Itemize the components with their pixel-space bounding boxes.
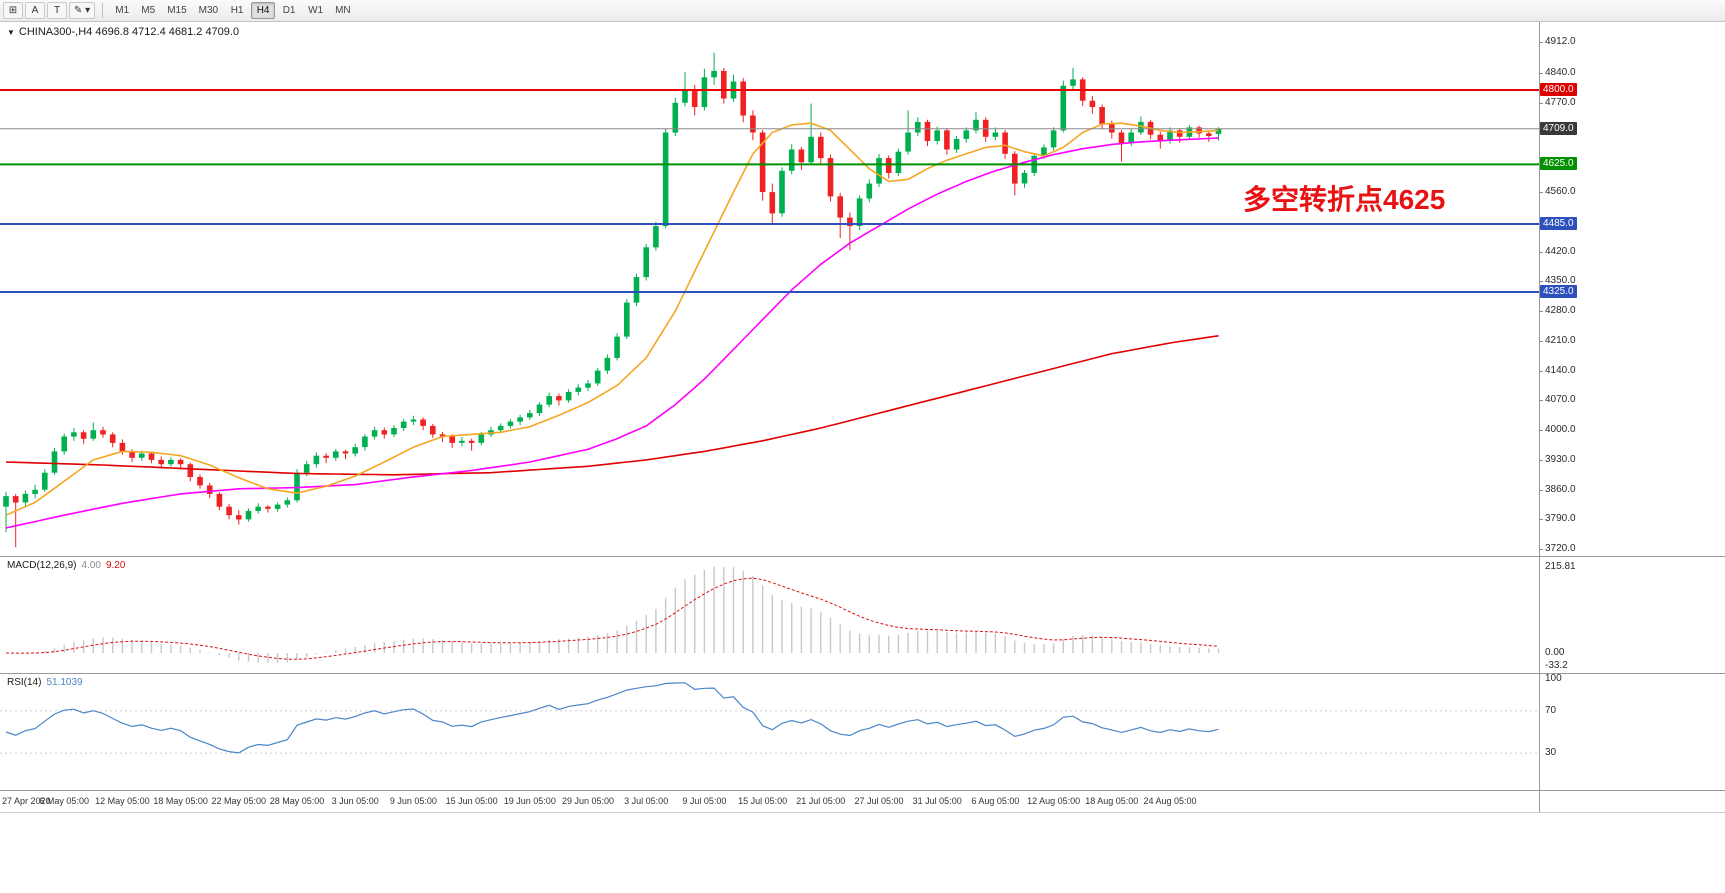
toolbar-separator <box>102 3 104 18</box>
price-axis-label: 4350.0 <box>1545 275 1576 287</box>
main-chart-canvas[interactable] <box>0 22 1539 556</box>
price-axis-label: 3790.0 <box>1545 513 1576 525</box>
price-axis-label: 4000.0 <box>1545 424 1576 436</box>
price-axis-label: 3720.0 <box>1545 543 1576 555</box>
price-axis-label: 3930.0 <box>1545 453 1576 465</box>
objects-tool-button[interactable]: ✎ ▾ <box>69 2 96 19</box>
price-axis-label: 4560.0 <box>1545 186 1576 198</box>
price-axis-divider[interactable] <box>1539 22 1540 812</box>
price-level-badge: 4325.0 <box>1540 284 1577 298</box>
time-axis-label: 31 Jul 05:00 <box>912 796 962 806</box>
chart-title: ▼ CHINA300-,H4 4696.8 4712.4 4681.2 4709… <box>7 26 239 38</box>
macd-panel-canvas[interactable] <box>0 557 1539 673</box>
timeframe-M30-button[interactable]: M30 <box>198 5 219 16</box>
timeframe-H1-button[interactable]: H1 <box>230 5 244 16</box>
time-axis-label: 24 Aug 05:00 <box>1143 796 1197 806</box>
price-axis-label: 4420.0 <box>1545 245 1576 257</box>
macd-indicator-label: MACD(12,26,9) 4.00 9.20 <box>7 560 125 571</box>
toolbar: ⊞ A T ✎ ▾ M1 M5 M15 M30 H1 H4 D1 W1 MN <box>0 0 1725 22</box>
price-axis-label: 4770.0 <box>1545 96 1576 108</box>
time-axis-label: 3 Jun 05:00 <box>331 796 379 806</box>
price-level-badge: 4625.0 <box>1540 157 1577 171</box>
macd-name: MACD(12,26,9) <box>7 560 77 571</box>
time-axis-label: 18 May 05:00 <box>153 796 208 806</box>
price-axis-label: 4840.0 <box>1545 67 1576 79</box>
panel-divider[interactable] <box>0 790 1725 791</box>
text-tool-button[interactable]: T <box>47 2 67 19</box>
macd-axis-label: 215.81 <box>1545 560 1576 572</box>
time-axis-label: 18 Aug 05:00 <box>1085 796 1139 806</box>
time-axis-label: 12 Aug 05:00 <box>1027 796 1081 806</box>
price-level-badge: 4485.0 <box>1540 216 1577 230</box>
price-axis-label: 3860.0 <box>1545 483 1576 495</box>
timeframe-H4-button[interactable]: H4 <box>251 2 276 19</box>
toolbar-tools: ⊞ A T ✎ ▾ <box>3 2 96 19</box>
time-axis-label: 15 Jun 05:00 <box>445 796 498 806</box>
rsi-axis-label: 100 <box>1545 673 1562 685</box>
timeframe-buttons: M1 M5 M15 M30 H1 H4 D1 W1 MN <box>110 2 355 19</box>
panel-divider[interactable] <box>0 556 1725 557</box>
timeframe-M15-button[interactable]: M15 <box>167 5 187 16</box>
time-axis-label: 12 May 05:00 <box>95 796 150 806</box>
time-axis-label: 19 Jun 05:00 <box>503 796 556 806</box>
price-axis-label: 4280.0 <box>1545 305 1576 317</box>
rsi-indicator-label: RSI(14) 51.1039 <box>7 677 83 688</box>
panel-divider[interactable] <box>0 673 1725 674</box>
macd-signal-value: 9.20 <box>105 560 126 571</box>
timeframe-M5-button[interactable]: M5 <box>141 5 156 16</box>
price-axis-label: 4140.0 <box>1545 364 1576 376</box>
time-axis-label: 15 Jul 05:00 <box>738 796 788 806</box>
cursor-tool-button[interactable]: A <box>25 2 45 19</box>
time-axis-label: 6 May 05:00 <box>39 796 89 806</box>
macd-main-value: 4.00 <box>81 560 101 571</box>
chevron-down-icon[interactable]: ▼ <box>7 27 15 37</box>
macd-axis-label: 0.00 <box>1545 647 1565 658</box>
time-axis-label: 29 Jun 05:00 <box>561 796 615 806</box>
window-bottom-divider <box>0 812 1725 813</box>
macd-axis-label: -33.2 <box>1545 660 1568 672</box>
time-axis-label: 27 Jul 05:00 <box>854 796 904 806</box>
price-level-badge: 4709.0 <box>1540 121 1577 135</box>
timeframe-W1-button[interactable]: W1 <box>308 5 324 16</box>
timeframe-MN-button[interactable]: MN <box>335 5 351 16</box>
rsi-name: RSI(14) <box>7 677 42 688</box>
price-axis-label: 4070.0 <box>1545 394 1576 406</box>
timeframe-D1-button[interactable]: D1 <box>282 5 296 16</box>
rsi-axis-label: 70 <box>1545 704 1557 716</box>
time-axis-label: 9 Jul 05:00 <box>682 796 727 806</box>
time-axis-label: 22 May 05:00 <box>211 796 267 806</box>
rsi-panel-canvas[interactable] <box>0 674 1539 790</box>
price-axis-label: 4210.0 <box>1545 334 1576 346</box>
time-axis-label: 21 Jul 05:00 <box>796 796 846 806</box>
time-axis-label: 9 Jun 05:00 <box>389 796 437 806</box>
rsi-axis-label: 30 <box>1545 747 1557 759</box>
price-axis-label: 4912.0 <box>1545 36 1576 48</box>
chart-annotation: 多空转折点4625 <box>1243 184 1446 215</box>
grid-tool-button[interactable]: ⊞ <box>3 2 23 19</box>
time-axis[interactable]: 27 Apr 2020 6 May 05:00 12 May 05:00 18 May… <box>0 791 1539 812</box>
timeframe-M1-button[interactable]: M1 <box>115 5 130 16</box>
rsi-value: 51.1039 <box>46 677 83 688</box>
time-axis-label: 28 May 05:00 <box>269 796 325 806</box>
price-level-badge: 4800.0 <box>1540 83 1577 97</box>
symbol-ohlc-text: CHINA300-,H4 4696.8 4712.4 4681.2 4709.0 <box>18 26 240 38</box>
time-axis-label: 27 Apr 2020 <box>2 796 51 806</box>
time-axis-label: 3 Jul 05:00 <box>624 796 669 806</box>
time-axis-label: 6 Aug 05:00 <box>971 796 1020 806</box>
